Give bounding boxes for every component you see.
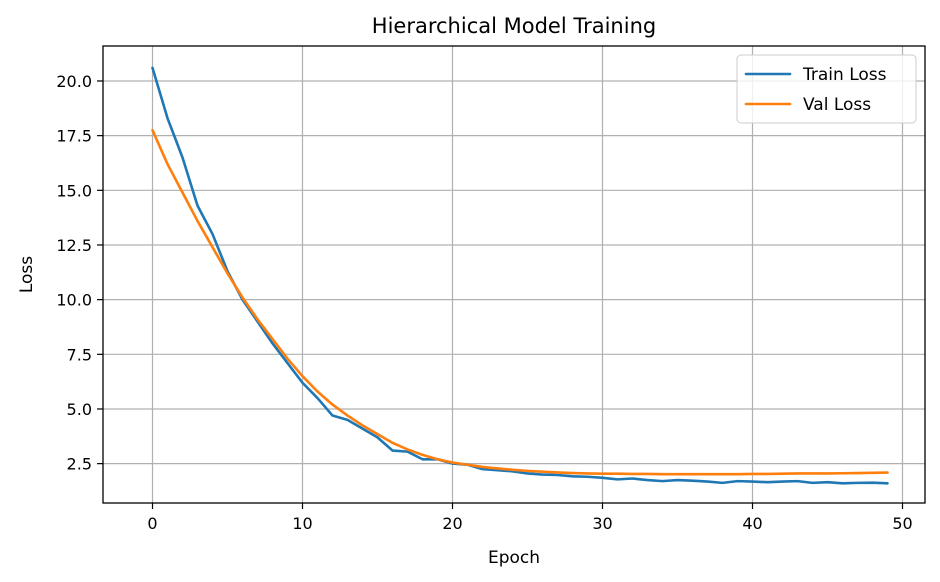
y-tick-label: 12.5: [56, 236, 92, 255]
x-tick-label: 20: [442, 514, 462, 533]
y-tick-label: 15.0: [56, 181, 92, 200]
x-axis-label: Epoch: [488, 548, 540, 568]
x-tick-label: 0: [147, 514, 157, 533]
series-line-train-loss: [151, 66, 889, 485]
series-layer: [151, 66, 889, 485]
plot-frame: [102, 45, 926, 504]
chart-title: Hierarchical Model Training: [372, 14, 656, 38]
y-tick-label: 5.0: [67, 400, 92, 419]
x-tick-label: 30: [592, 514, 612, 533]
y-tick-label: 10.0: [56, 291, 92, 310]
legend-val-loss-label: Val Loss: [803, 95, 871, 115]
y-tick-label: 20.0: [56, 72, 92, 91]
y-tick-label: 17.5: [56, 127, 92, 146]
x-tick-label: 10: [292, 514, 312, 533]
legend-box: [736, 54, 917, 124]
y-tick-label: 2.5: [67, 455, 92, 474]
y-axis-label: Loss: [17, 256, 37, 293]
legend-train-loss-label: Train Loss: [802, 65, 887, 85]
y-axis-ticks: 2.5 5.0 7.5 10.0 12.5 15.0 17.5 20.0: [56, 72, 103, 474]
y-tick-label: 7.5: [67, 345, 92, 364]
x-axis-ticks: 0 10 20 30 40 50: [147, 503, 913, 533]
x-tick-label: 40: [742, 514, 762, 533]
legend: Train Loss Val Loss: [736, 54, 917, 124]
grid-lines: [103, 46, 925, 503]
x-tick-label: 50: [892, 514, 912, 533]
series-line-val-loss: [151, 128, 889, 476]
